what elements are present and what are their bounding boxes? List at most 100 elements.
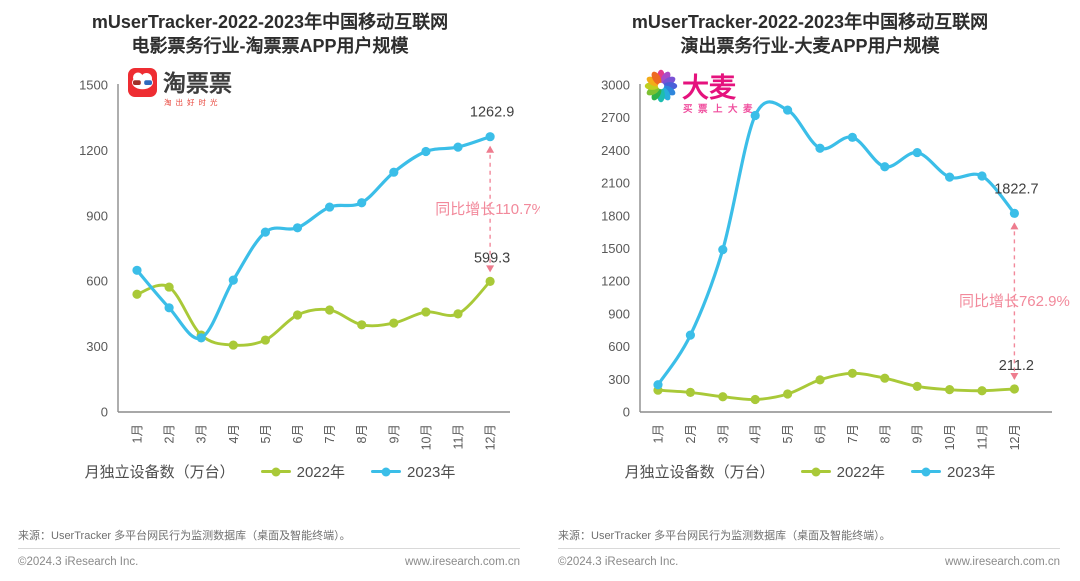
x-tick-label: 5月 [781,424,795,443]
x-tick-label: 6月 [814,424,828,443]
legend-item-2023: 2023年 [911,461,995,482]
series-line-2023年 [656,100,1016,387]
data-point [228,275,238,285]
source-note: 来源：UserTracker 多平台网民行为监测数据库（桌面及智能终端）。 [18,530,351,542]
data-point [912,381,922,391]
footer-divider [558,548,1060,549]
growth-annotation [1010,222,1019,380]
data-point [750,110,760,121]
data-point [389,318,399,328]
y-tick-label: 1500 [79,78,108,93]
data-point [945,385,955,395]
data-point [485,276,495,286]
unit-label: 月独立设备数（万台） [84,464,235,481]
taopiaopiao-logo-text: 淘票票 [163,70,232,96]
series-2023年 [132,132,495,343]
damai-logo-text: 大麦 [682,73,737,103]
panel-performance-ticketing: mUserTracker-2022-2023年中国移动互联网 演出票务行业-大麦… [540,0,1080,581]
taopiaopiao-logo-tagline: 淘出好时光 [164,97,222,107]
data-point [357,198,367,208]
y-tick-label: 2100 [601,176,630,191]
y-axis: 0 300 600 900 1200 1500 1800 2100 2400 2700 3000 [601,78,630,420]
x-tick-label: 7月 [846,424,860,443]
growth-label: 同比增长110.7% [435,201,540,218]
y-axis: 0 300 600 900 1200 1500 [79,78,108,420]
x-tick-label: 2月 [163,424,177,443]
x-tick-label: 9月 [387,424,401,443]
x-tick-label: 8月 [878,424,892,443]
source-note: 来源：UserTracker 多平台网民行为监测数据库（桌面及智能终端）。 [558,530,891,542]
x-tick-label: 12月 [484,424,498,450]
y-tick-label: 900 [608,306,630,321]
data-point [912,147,922,158]
data-point [718,392,728,402]
legend-label-2022: 2022年 [836,464,885,481]
data-point [325,305,335,315]
data-point [1009,384,1019,394]
chart-legend: 月独立设备数（万台） 2022年 2023年 [0,461,540,482]
x-tick-label: 7月 [323,424,337,443]
x-tick-label: 4月 [749,424,763,443]
x-tick-label: 5月 [259,424,273,443]
panel-movie-ticketing: mUserTracker-2022-2023年中国移动互联网 电影票务行业-淘票… [0,10,540,568]
chart-title: mUserTracker-2022-2023年中国移动互联网 演出票务行业-大麦… [540,10,1080,58]
chart-legend: 月独立设备数（万台） 2022年 2023年 [540,461,1080,482]
chart-title-line2: 电影票务行业-淘票票APP用户规模 [131,36,409,56]
data-point [847,132,857,142]
data-point [977,171,987,181]
y-tick-label: 0 [623,405,630,420]
data-point [453,309,463,319]
data-point [718,244,728,255]
series-2022年 [132,276,495,350]
chart-title: mUserTracker-2022-2023年中国移动互联网 电影票务行业-淘票… [0,10,540,58]
legend-dot-2022 [271,467,281,476]
data-point [485,132,495,142]
x-tick-label: 8月 [355,424,369,443]
damai-logo-tagline: 买票上大麦 [683,103,758,115]
website-text: www.iresearch.com.cn [404,556,520,568]
x-tick-label: 12月 [1008,424,1022,450]
data-point [164,303,174,313]
data-point [325,202,335,212]
footer: ©2024.3 iResearch Inc. www.iresearch.com… [18,556,520,568]
end-value-2023: 1822.7 [994,181,1038,197]
legend-label-2023: 2023年 [947,464,996,481]
legend-label-2023: 2023年 [407,464,456,481]
series-2023年 [653,100,1019,390]
data-point [260,227,270,237]
growth-annotation [486,145,495,273]
y-tick-label: 2700 [601,110,630,125]
legend-item-2022: 2022年 [260,461,345,482]
x-tick-label: 11月 [452,424,466,449]
data-point [750,394,760,405]
y-tick-label: 600 [86,274,108,289]
x-tick-label: 11月 [976,424,990,449]
series-line-2022年 [656,371,1016,401]
data-point [847,368,857,378]
line-chart-damai: 0 300 600 900 1200 1500 1800 2100 2400 2700 3000 1月… [601,69,1070,450]
series-line-2023年 [135,135,492,340]
unit-label: 月独立设备数（万台） [624,464,775,481]
data-point [685,330,695,340]
data-point [783,105,793,115]
arrow-up-icon [486,145,495,153]
legend-dot-2023 [381,467,391,476]
arrow-down-icon [486,265,495,273]
y-tick-label: 3000 [601,78,630,93]
chart-title-line2: 演出票务行业-大麦APP用户规模 [680,36,940,56]
legend-label-2022: 2022年 [296,464,345,481]
data-point [196,333,206,343]
growth-label: 同比增长762.9% [959,293,1070,310]
arrow-down-icon [1010,372,1019,380]
data-point [228,340,238,350]
y-tick-label: 1800 [601,208,630,223]
chart-title-line1: mUserTracker-2022-2023年中国移动互联网 [91,12,449,32]
data-point [945,172,955,182]
y-tick-label: 1200 [601,274,630,289]
x-tick-label: 1月 [131,424,145,443]
x-tick-label: 6月 [291,424,305,443]
x-axis-labels: 1月 2月 3月 4月 5月 6月 7月 8月 9月 10月 11月 12月 [652,424,1022,450]
legend-swatch-2023 [911,467,941,476]
